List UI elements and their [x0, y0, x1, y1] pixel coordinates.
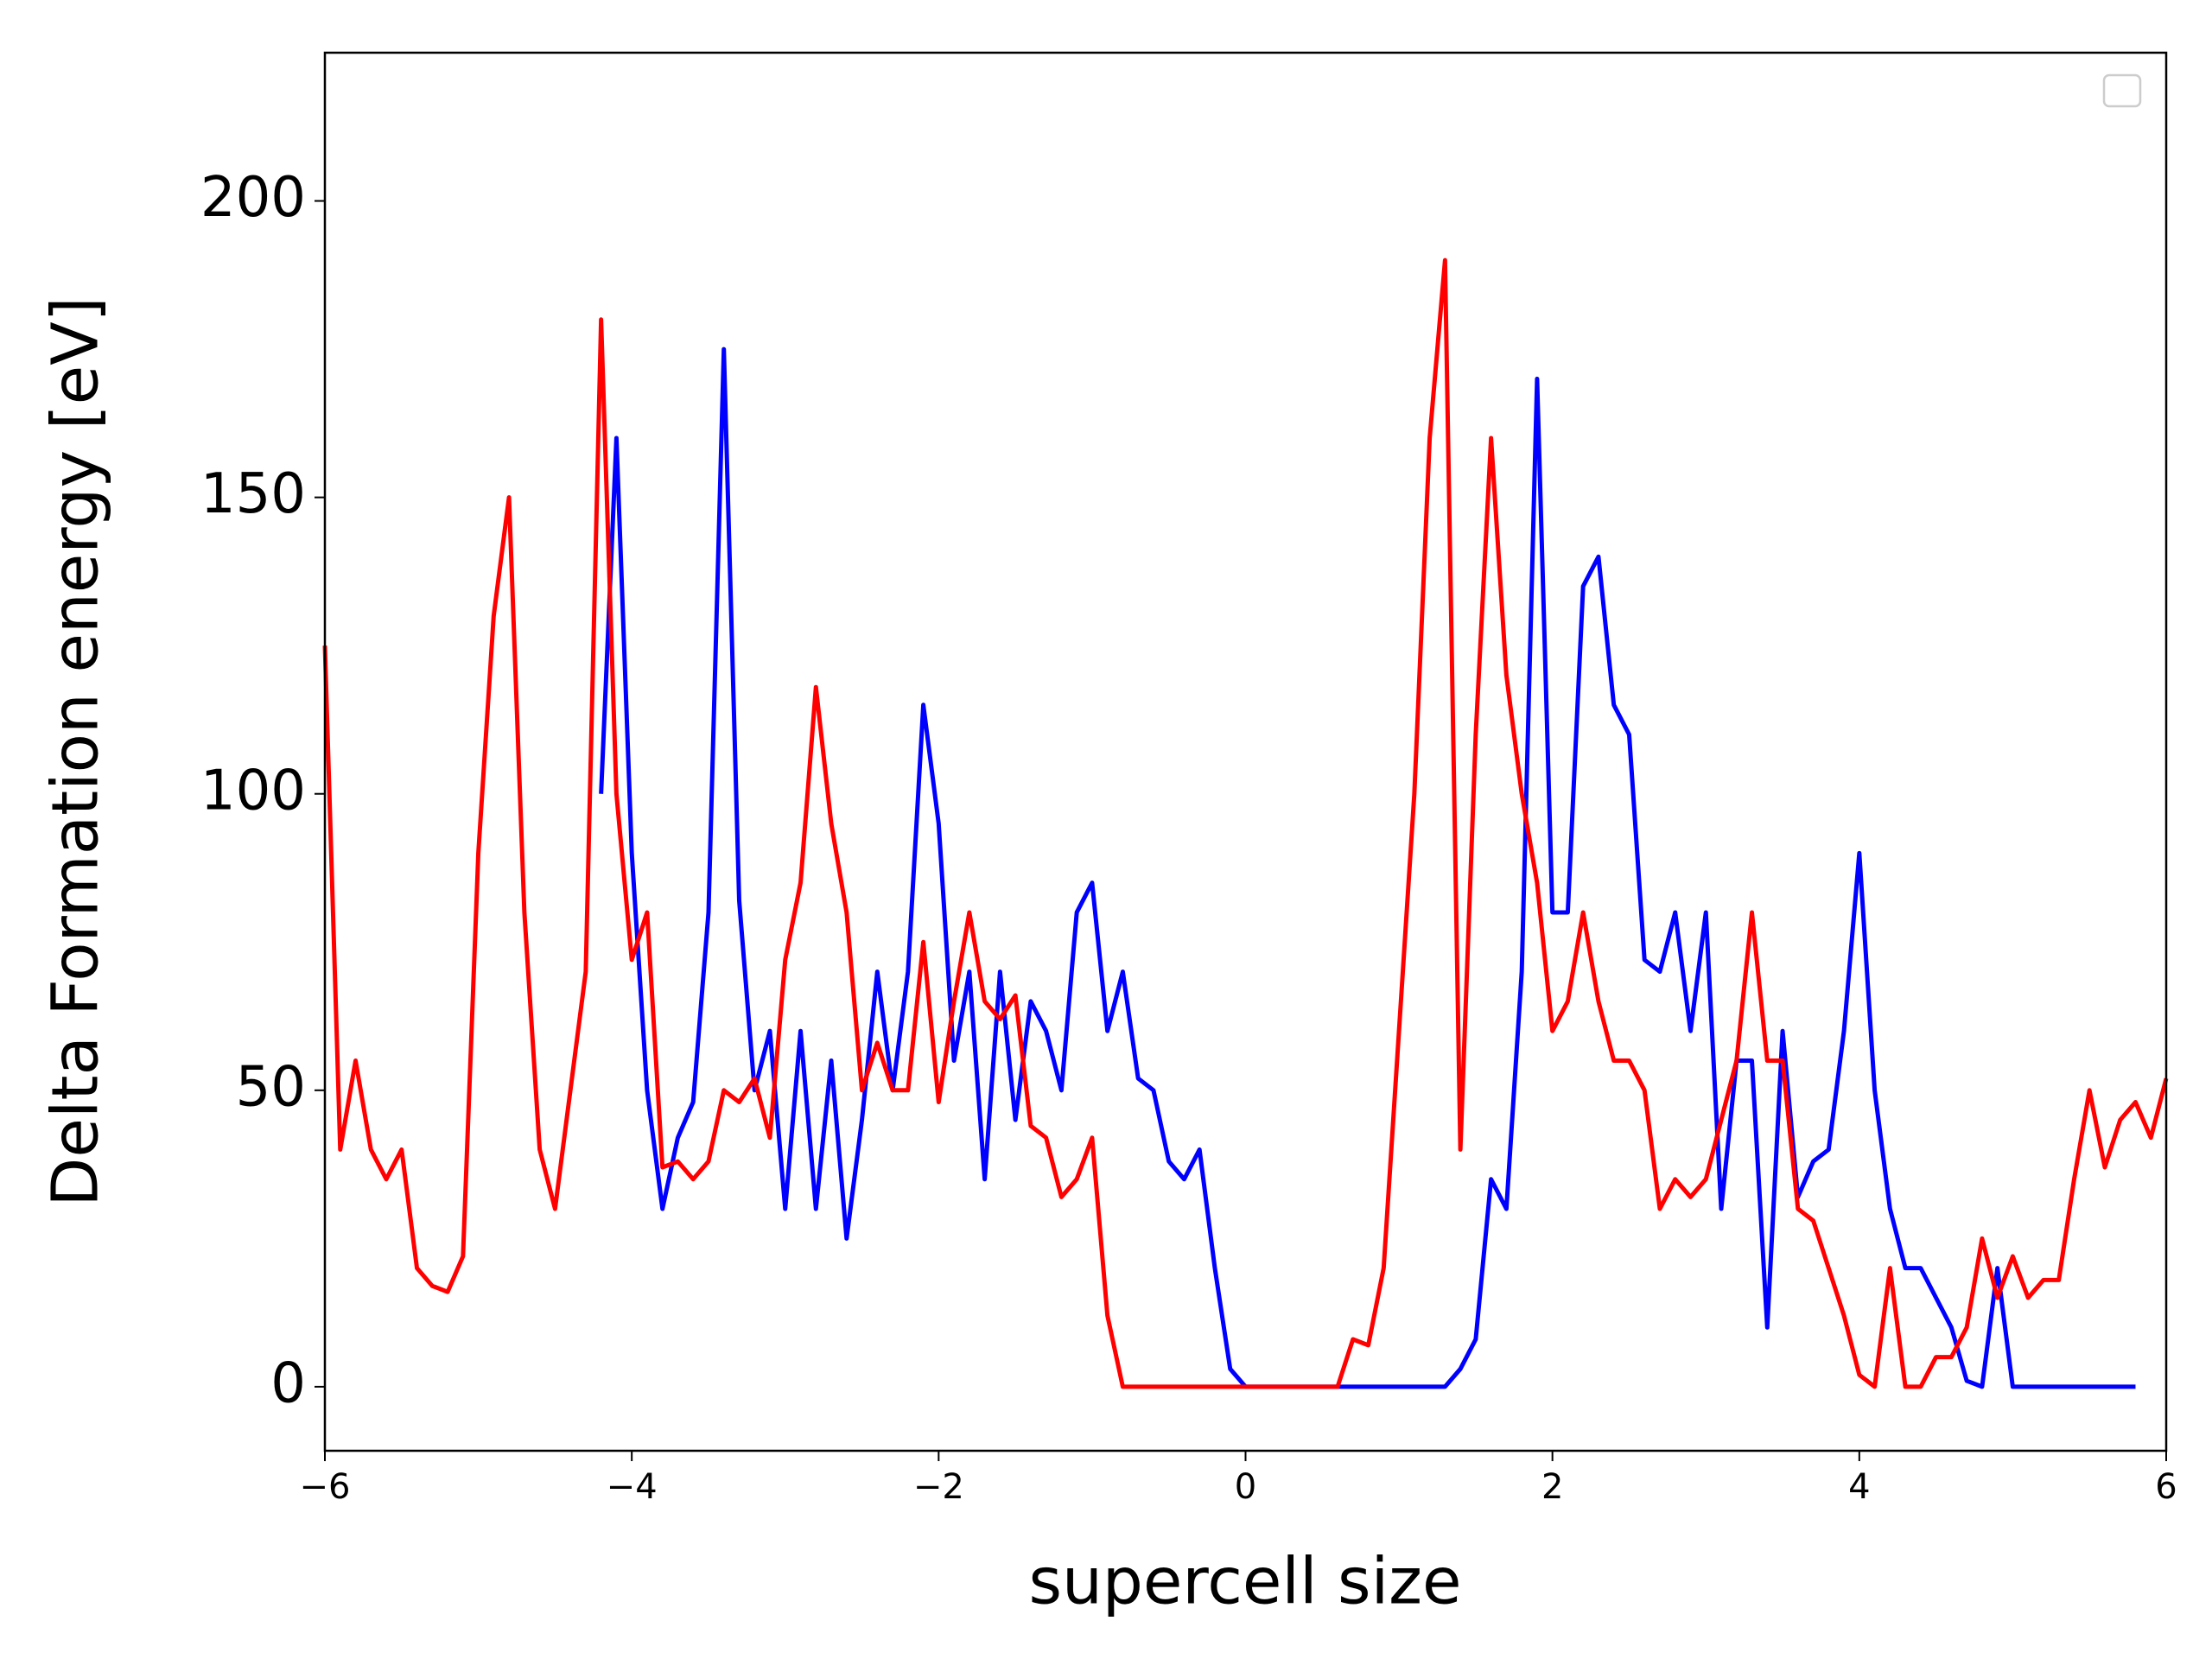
legend-box: [2102, 73, 2142, 108]
series-line: [322, 257, 2169, 1389]
plot-frame: [323, 51, 2168, 1452]
x-tick-label: −2: [913, 1467, 964, 1507]
x-tick-label: −6: [300, 1467, 351, 1507]
y-axis-label: Delta Formation energy [eV]: [39, 296, 113, 1206]
series-line: [599, 346, 2136, 1389]
x-tick-label: 6: [2155, 1467, 2177, 1507]
y-tick-label: 150: [200, 462, 306, 526]
x-tick-label: 2: [1541, 1467, 1563, 1507]
y-tick-label: 200: [200, 166, 306, 230]
x-tick-label: −4: [607, 1467, 658, 1507]
x-tick-label: 0: [1235, 1467, 1256, 1507]
x-axis-label: supercell size: [1028, 1545, 1461, 1619]
x-tick-label: 4: [1848, 1467, 1870, 1507]
y-tick-label: 100: [200, 759, 306, 823]
y-tick-label: 0: [270, 1351, 306, 1415]
y-tick-label: 50: [236, 1055, 306, 1119]
